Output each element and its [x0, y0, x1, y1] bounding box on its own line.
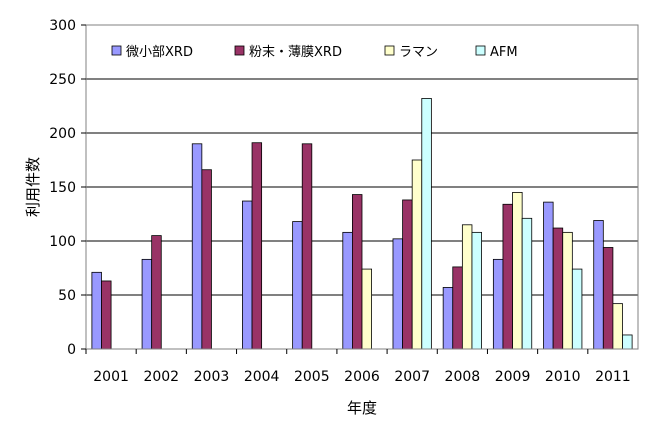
bar: [502, 203, 513, 350]
bar: [351, 194, 363, 350]
legend-swatch: [475, 45, 486, 56]
x-tick-label: 2007: [394, 369, 430, 385]
bar: [91, 271, 102, 350]
bar: [552, 227, 564, 350]
bar: [101, 280, 112, 350]
bar: [622, 334, 633, 350]
bar: [521, 217, 533, 350]
y-tick-label: 150: [49, 180, 76, 196]
x-tick-label: 2010: [545, 369, 581, 385]
legend-label: AFM: [490, 45, 518, 60]
bar: [301, 143, 313, 350]
bar: [151, 235, 162, 350]
legend-label: 微小部XRD: [126, 45, 193, 60]
y-tick-label: 50: [58, 288, 76, 304]
bar: [411, 159, 423, 350]
bar: [402, 199, 413, 350]
legend-swatch: [384, 45, 395, 56]
y-tick-label: 100: [49, 234, 76, 250]
bar: [512, 191, 523, 350]
y-tick-label: 300: [49, 18, 76, 34]
bar: [141, 258, 153, 350]
legend-swatch: [234, 45, 245, 56]
x-tick-label: 2002: [143, 369, 179, 385]
bar: [442, 287, 454, 350]
bar: [471, 231, 482, 350]
bar: [392, 238, 403, 350]
x-tick-label: 2008: [445, 369, 481, 385]
legend-label: 粉末・薄膜XRD: [249, 45, 342, 60]
y-tick-label: 200: [49, 126, 76, 142]
bar: [292, 221, 303, 350]
bar: [251, 142, 263, 350]
y-tick-label: 250: [49, 72, 76, 88]
y-axis-title: 利用件数: [24, 157, 42, 217]
bar: [492, 258, 504, 350]
x-tick-label: 2003: [194, 369, 230, 385]
legend: 微小部XRD 粉末・薄膜XRD ラマン AFM: [111, 45, 518, 60]
x-tick-label: 2009: [495, 369, 531, 385]
bar: [242, 200, 253, 350]
x-tick-label: 2005: [294, 369, 330, 385]
y-tick-label: 0: [67, 342, 76, 358]
x-tick-labels: 2001 2002 2003 2004 2005 2006 2007 2008 2009 2010…: [85, 349, 631, 385]
x-tick-label: 2006: [344, 369, 380, 385]
bar: [612, 303, 623, 350]
x-tick-label: 2001: [93, 369, 129, 385]
bar: [562, 231, 573, 350]
legend-label: ラマン: [399, 45, 438, 60]
bar: [461, 224, 473, 350]
x-axis-title: 年度: [347, 399, 377, 417]
legend-swatch: [111, 45, 122, 56]
bar: [593, 220, 604, 350]
y-tick-labels: 0 50 100 150 200 250 300: [49, 18, 86, 358]
bar: [191, 143, 203, 350]
bar: [361, 268, 373, 350]
bar: [452, 266, 463, 350]
x-tick-label: 2011: [595, 369, 631, 385]
bar: [201, 169, 212, 350]
bar: [342, 231, 353, 350]
bar: [421, 98, 432, 350]
bar: [602, 247, 614, 350]
x-tick-label: 2004: [244, 369, 280, 385]
bar: [571, 268, 583, 350]
bar: [543, 201, 554, 350]
